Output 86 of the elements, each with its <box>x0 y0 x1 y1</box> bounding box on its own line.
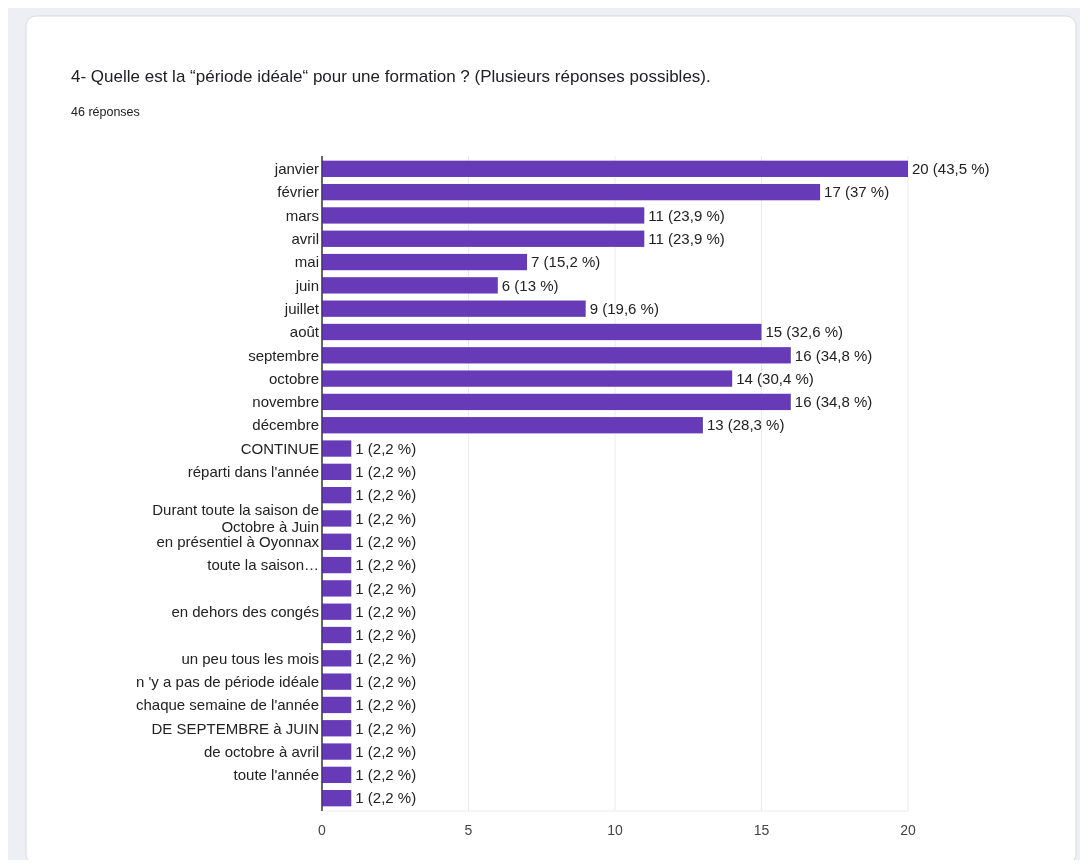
x-tick-label: 10 <box>607 822 623 838</box>
y-tick-label: octobre <box>268 369 319 387</box>
data-label: 1 (2,2 %) <box>355 509 417 527</box>
data-label: 17 (37 %) <box>824 183 890 201</box>
data-label: 9 (19,6 %) <box>589 299 659 317</box>
y-tick-label: un peu tous les mois <box>181 649 319 667</box>
bar <box>322 720 352 737</box>
bar <box>322 440 352 457</box>
data-label: 6 (13 %) <box>501 276 559 294</box>
bar <box>322 790 352 807</box>
data-label: 11 (23,9 %) <box>648 206 725 224</box>
bar <box>322 230 645 247</box>
bar <box>322 673 352 690</box>
y-tick-label: DE SEPTEMBRE à JUIN <box>151 719 319 737</box>
bar <box>322 626 352 644</box>
bar <box>322 300 586 317</box>
data-label: 15 (32,6 %) <box>765 323 844 341</box>
data-label: 11 (23,9 %) <box>648 230 725 247</box>
data-label: 1 (2,2 %) <box>355 533 417 551</box>
bar <box>322 253 528 271</box>
data-label: 1 (2,2 %) <box>355 789 417 807</box>
bar <box>322 277 498 294</box>
y-tick-label: CONTINUE <box>240 439 319 457</box>
y-tick-label: novembre <box>252 393 319 411</box>
bar <box>322 323 762 341</box>
x-tick-label: 15 <box>753 822 770 838</box>
y-tick-label: toute l'année <box>233 766 319 784</box>
y-tick-label: septembre <box>248 346 319 364</box>
y-tick-label: n 'y a pas de période idéale <box>136 672 319 690</box>
y-tick-label: chaque semaine de l'année <box>135 696 319 714</box>
data-label: 1 (2,2 %) <box>355 696 417 714</box>
y-tick-label: toute la saison… <box>207 556 319 574</box>
data-label: 1 (2,2 %) <box>355 626 417 644</box>
bar <box>322 160 908 177</box>
data-label: 1 (2,2 %) <box>355 766 417 784</box>
bar <box>322 650 352 667</box>
data-label: 13 (28,3 %) <box>706 416 785 434</box>
data-label: 7 (15,2 %) <box>531 253 601 271</box>
data-label: 1 (2,2 %) <box>355 672 417 690</box>
y-tick-label: mai <box>294 253 319 271</box>
data-label: 1 (2,2 %) <box>355 439 417 457</box>
y-tick-label: juin <box>294 276 319 294</box>
y-tick-label: réparti dans l'année <box>187 463 319 481</box>
y-tick-label: août <box>289 323 320 341</box>
bar <box>322 696 352 714</box>
y-tick-label: en dehors des congés <box>171 602 319 620</box>
data-label: 1 (2,2 %) <box>355 719 417 737</box>
chart-title: 4- Quelle est la “période idéale“ pour une formation ? (Plusieurs réponses possibles). <box>71 67 711 86</box>
y-tick-label: de octobre à avril <box>203 742 319 760</box>
bar <box>322 183 821 201</box>
bar <box>322 603 352 620</box>
y-tick-label: mars <box>285 206 319 224</box>
data-label: 16 (34,8 %) <box>794 346 873 364</box>
bar <box>322 347 791 364</box>
y-tick-label: avril <box>291 230 319 247</box>
data-label: 1 (2,2 %) <box>355 602 417 620</box>
bar <box>322 580 352 597</box>
bar <box>322 370 733 387</box>
bar <box>322 556 352 574</box>
y-tick-label: janvier <box>273 160 319 178</box>
bar <box>322 417 703 434</box>
data-label: 1 (2,2 %) <box>355 556 417 574</box>
x-tick-label: 20 <box>900 822 916 838</box>
data-label: 1 (2,2 %) <box>355 579 417 597</box>
bar <box>322 463 352 480</box>
y-tick-label: en présentiel à Oyonnax <box>156 533 320 551</box>
data-label: 1 (2,2 %) <box>355 486 417 504</box>
data-label: 16 (34,8 %) <box>794 393 873 411</box>
bar <box>322 533 352 550</box>
y-tick-label: juillet <box>283 299 320 317</box>
y-tick-label: décembre <box>252 416 319 434</box>
data-label: 1 (2,2 %) <box>355 742 417 760</box>
data-label: 1 (2,2 %) <box>355 649 417 667</box>
bar <box>322 510 352 527</box>
data-label: 1 (2,2 %) <box>355 463 417 481</box>
bar <box>322 487 352 504</box>
data-label: 20 (43,5 %) <box>912 160 990 178</box>
x-tick-label: 5 <box>464 822 473 838</box>
data-label: 14 (30,4 %) <box>736 369 814 387</box>
bar <box>322 766 352 784</box>
bar <box>322 207 645 224</box>
bar <box>322 393 791 411</box>
x-tick-label: 0 <box>318 822 327 838</box>
y-tick-label: février <box>277 183 319 201</box>
bar <box>322 743 352 760</box>
text: 46 réponses <box>71 105 140 119</box>
